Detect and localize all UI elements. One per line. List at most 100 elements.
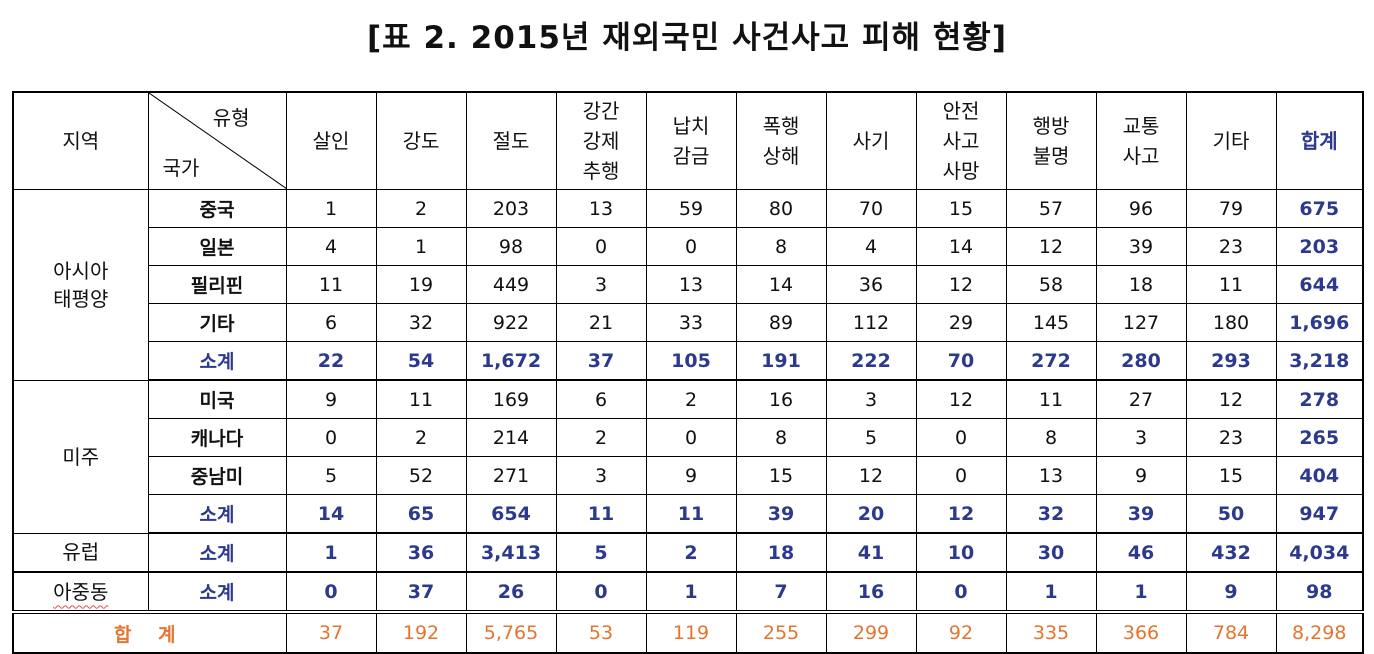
header-col-5: 폭행 상해 bbox=[735, 91, 827, 190]
value-cell: 3,413 bbox=[465, 532, 557, 573]
value-cell: 14 bbox=[285, 494, 377, 534]
value-cell: 9 bbox=[1095, 456, 1187, 495]
region-asia: 아시아 태평양 bbox=[12, 189, 149, 381]
value-cell: 271 bbox=[465, 456, 557, 495]
diagonal-line bbox=[148, 93, 287, 189]
value-cell: 180 bbox=[1185, 303, 1277, 342]
header-row: 지역 유형 국가 살인 강도 절도 강간 강제 추행 납치 감금 폭행 상해 사기 안전 사고 사망 행방 불… bbox=[12, 91, 1364, 190]
value-cell: 6 bbox=[555, 379, 647, 419]
value-cell: 23 bbox=[1185, 418, 1277, 457]
total-row: 합 계 37 192 5,765 53 119 255 299 92 335 366 784 8,298 bbox=[12, 610, 1364, 654]
subtotal-label: 소계 bbox=[147, 571, 287, 613]
value-cell: 278 bbox=[1275, 379, 1364, 419]
value-cell: 9 bbox=[645, 456, 737, 495]
value-cell: 8 bbox=[735, 227, 827, 266]
header-type: 유형 bbox=[212, 106, 250, 130]
value-cell: 41 bbox=[825, 532, 917, 573]
value-cell: 191 bbox=[735, 341, 827, 381]
value-cell: 18 bbox=[1095, 265, 1187, 304]
value-cell: 70 bbox=[915, 341, 1007, 381]
value-cell: 3,218 bbox=[1275, 341, 1364, 381]
total-label: 합 계 bbox=[12, 610, 287, 654]
value-cell: 13 bbox=[1005, 456, 1097, 495]
value-cell: 0 bbox=[915, 456, 1007, 495]
value-cell: 65 bbox=[375, 494, 467, 534]
header-country: 국가 bbox=[162, 156, 200, 180]
country-label: 미국 bbox=[147, 379, 287, 419]
value-cell: 12 bbox=[1005, 227, 1097, 266]
value-cell: 58 bbox=[1005, 265, 1097, 304]
region-americas: 미주 bbox=[12, 379, 149, 534]
table-title: [표 2. 2015년 재외국민 사건사고 피해 현황] bbox=[367, 20, 1007, 56]
value-cell: 1 bbox=[1095, 571, 1187, 613]
value-cell: 11 bbox=[1185, 265, 1277, 304]
value-cell: 112 bbox=[825, 303, 917, 342]
value-cell: 39 bbox=[1095, 227, 1187, 266]
value-cell: 21 bbox=[555, 303, 647, 342]
value-cell: 39 bbox=[735, 494, 827, 534]
value-cell: 98 bbox=[1275, 571, 1364, 613]
value-cell: 1 bbox=[285, 532, 377, 573]
value-cell: 22 bbox=[285, 341, 377, 381]
table-row: 아중동 소계 0 37 26 0 1 7 16 0 1 1 9 98 bbox=[12, 571, 1364, 613]
total-value-cell: 5,765 bbox=[465, 610, 557, 654]
value-cell: 11 bbox=[1005, 379, 1097, 419]
value-cell: 96 bbox=[1095, 189, 1187, 228]
value-cell: 16 bbox=[825, 571, 917, 613]
table-row: 유럽 소계 1 36 3,413 5 2 18 41 10 30 46 432 4,034 bbox=[12, 532, 1364, 573]
value-cell: 8 bbox=[1005, 418, 1097, 457]
value-cell: 3 bbox=[555, 456, 647, 495]
value-cell: 15 bbox=[735, 456, 827, 495]
total-value-cell: 192 bbox=[375, 610, 467, 654]
value-cell: 30 bbox=[1005, 532, 1097, 573]
value-cell: 3 bbox=[825, 379, 917, 419]
value-cell: 11 bbox=[285, 265, 377, 304]
total-value-cell: 784 bbox=[1185, 610, 1277, 654]
table-row: 미주 미국 9 11 169 6 2 16 3 12 11 27 12 278 bbox=[12, 379, 1364, 534]
value-cell: 19 bbox=[375, 265, 467, 304]
header-col-7: 안전 사고 사망 bbox=[915, 91, 1007, 190]
header-col-11: 합계 bbox=[1275, 91, 1364, 190]
value-cell: 32 bbox=[1005, 494, 1097, 534]
value-cell: 0 bbox=[285, 571, 377, 613]
value-cell: 0 bbox=[645, 418, 737, 457]
value-cell: 50 bbox=[1185, 494, 1277, 534]
value-cell: 222 bbox=[825, 341, 917, 381]
value-cell: 675 bbox=[1275, 189, 1364, 228]
total-value-cell: 255 bbox=[735, 610, 827, 654]
header-col-2: 절도 bbox=[465, 91, 557, 190]
value-cell: 4 bbox=[825, 227, 917, 266]
value-cell: 0 bbox=[915, 571, 1007, 613]
value-cell: 2 bbox=[645, 379, 737, 419]
value-cell: 39 bbox=[1095, 494, 1187, 534]
value-cell: 922 bbox=[465, 303, 557, 342]
value-cell: 0 bbox=[645, 227, 737, 266]
header-col-0: 살인 bbox=[285, 91, 377, 190]
subtotal-label: 소계 bbox=[147, 341, 287, 381]
value-cell: 1 bbox=[285, 189, 377, 228]
value-cell: 432 bbox=[1185, 532, 1277, 573]
country-label: 중국 bbox=[147, 189, 287, 228]
value-cell: 12 bbox=[915, 265, 1007, 304]
total-value-cell: 299 bbox=[825, 610, 917, 654]
value-cell: 11 bbox=[375, 379, 467, 419]
subtotal-label: 소계 bbox=[147, 494, 287, 534]
value-cell: 449 bbox=[465, 265, 557, 304]
value-cell: 214 bbox=[465, 418, 557, 457]
value-cell: 59 bbox=[645, 189, 737, 228]
value-cell: 27 bbox=[1095, 379, 1187, 419]
value-cell: 2 bbox=[375, 418, 467, 457]
header-col-10: 기타 bbox=[1185, 91, 1277, 190]
table-row: 아시아 태평양 중국 1 2 203 13 59 80 70 15 57 96 79 675 bbox=[12, 189, 1364, 381]
value-cell: 3 bbox=[1095, 418, 1187, 457]
value-cell: 80 bbox=[735, 189, 827, 228]
value-cell: 3 bbox=[555, 265, 647, 304]
region-africa_me: 아중동 bbox=[12, 571, 149, 613]
value-cell: 29 bbox=[915, 303, 1007, 342]
value-cell: 46 bbox=[1095, 532, 1187, 573]
value-cell: 15 bbox=[1185, 456, 1277, 495]
value-cell: 16 bbox=[735, 379, 827, 419]
value-cell: 37 bbox=[375, 571, 467, 613]
value-cell: 2 bbox=[375, 189, 467, 228]
value-cell: 33 bbox=[645, 303, 737, 342]
